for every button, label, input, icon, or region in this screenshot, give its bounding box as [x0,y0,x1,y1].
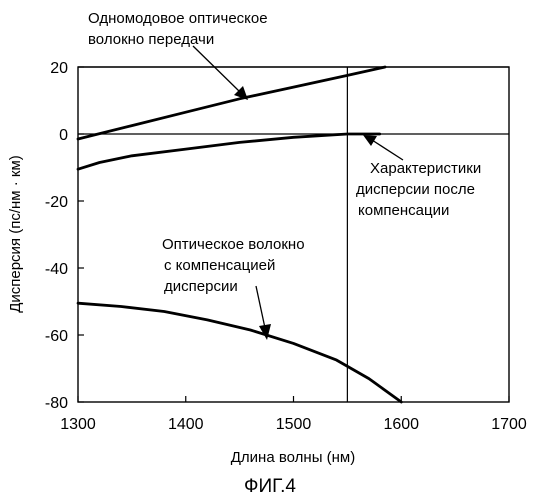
arrowhead-compensated-characteristics [363,135,377,146]
y-tick-label: -40 [45,261,68,278]
curve-compensated-dispersion [78,134,380,169]
annotation-compensated-line-3: компенсации [358,202,449,219]
x-tick-label: 1500 [276,416,312,433]
annotation-transmission-fiber-line-1: Одномодовое оптическое [88,10,268,27]
x-tick-label: 1300 [60,416,96,433]
y-axis-label: Дисперсия (пс/нм · км) [7,155,24,313]
reference-lines [78,67,509,402]
x-tick-label: 1400 [168,416,204,433]
y-tick-label: 0 [59,127,68,144]
y-tick-label: 20 [50,60,68,77]
annotation-compensating-line-1: Оптическое волокно [162,236,305,253]
y-tick-label: -80 [45,395,68,412]
annotation-compensating-fiber: Оптическое волокно с компенсацией диспер… [162,236,309,295]
annotation-compensated-line-1: Характеристики [370,160,481,177]
annotation-compensating-line-2: с компенсацией [164,257,275,274]
annotation-transmission-fiber: Одномодовое оптическое волокно передачи [88,10,272,48]
leader-line-transmission-fiber [193,46,240,92]
curve-compensating-fiber [78,303,401,402]
x-tick-label: 1600 [383,416,419,433]
figure-caption: ФИГ.4 [244,476,296,497]
y-tick-label: -60 [45,328,68,345]
x-tick-label: 1700 [491,416,527,433]
x-axis-label: Длина волны (нм) [231,449,355,466]
curve-transmission-fiber [78,67,385,139]
annotation-compensating-line-3: дисперсии [164,278,238,295]
leader-line-compensated-characteristics [372,140,403,160]
series-group [78,67,401,402]
leader-line-compensating-fiber [256,286,265,328]
annotation-transmission-fiber-line-2: волокно передачи [88,31,214,48]
annotation-compensated-characteristics: Характеристики дисперсии после компенсац… [356,160,485,219]
plot-frame [78,67,509,402]
annotation-compensated-line-2: дисперсии после [356,181,475,198]
y-tick-label: -20 [45,194,68,211]
